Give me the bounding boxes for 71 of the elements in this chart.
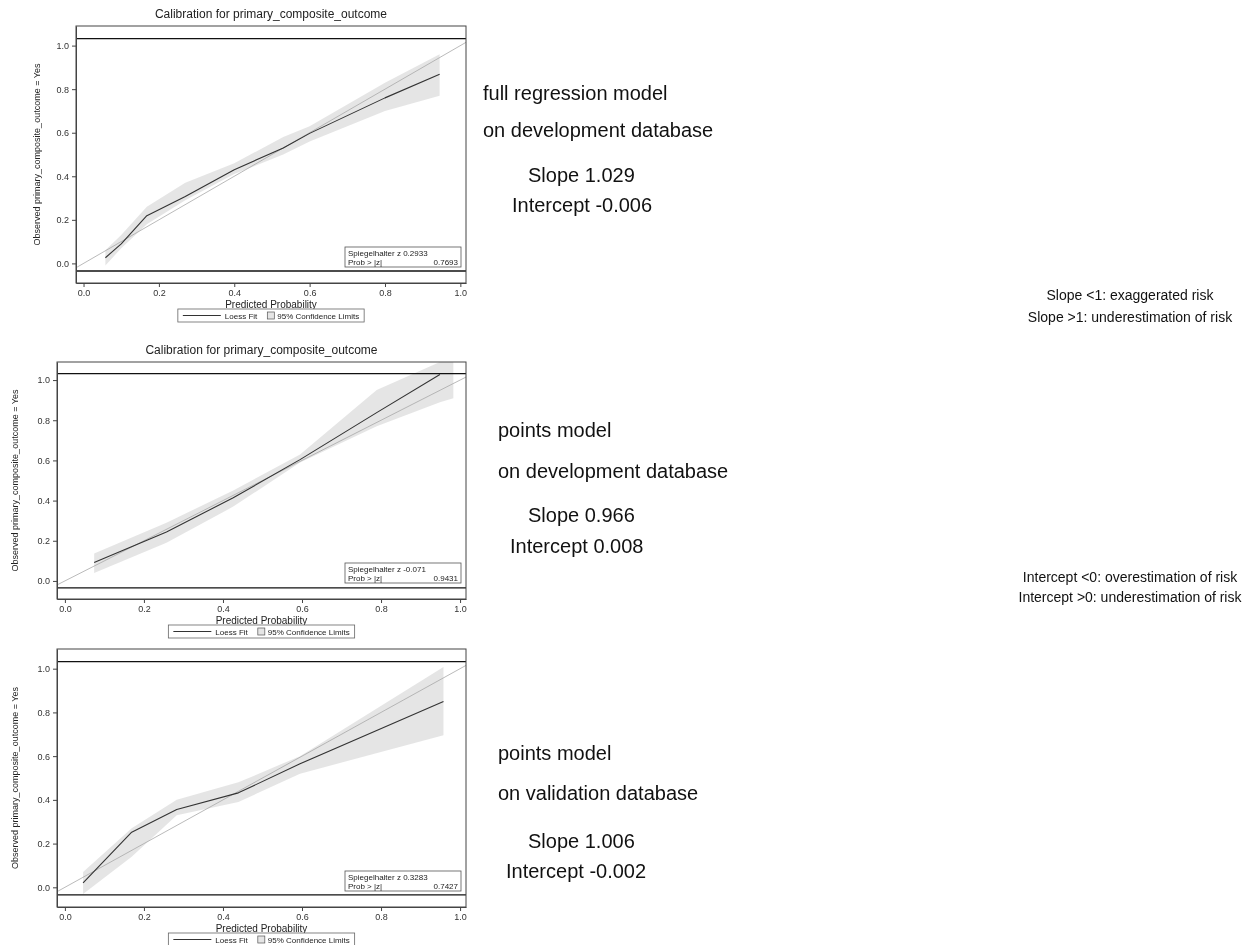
- x-tick-label: 0.6: [303, 288, 317, 299]
- text: full regression model: [483, 82, 668, 104]
- annotation: Spiegelhalter z 0.2933: [348, 249, 429, 258]
- x-tick-label: 0.8: [379, 288, 392, 299]
- text: points model: [498, 419, 612, 441]
- text: Intercept -0.002: [506, 860, 647, 882]
- x-tick-label: 0.4: [217, 912, 230, 923]
- y-tick-label: 0.6: [37, 751, 50, 762]
- x-tick-label: 0.4: [228, 288, 242, 299]
- x-tick-label: 0.8: [375, 604, 388, 615]
- y-axis-title: Observed primary_composite_outcome = Yes: [10, 686, 20, 869]
- text: on development database: [483, 119, 714, 141]
- text: 95% Confidence Limits: [267, 936, 350, 945]
- y-tick-label: 0.0: [56, 258, 69, 269]
- x-tick-label: 0.0: [77, 288, 91, 299]
- text: Slope <1: exaggerated risk: [1046, 287, 1215, 303]
- x-tick-label: 0.6: [296, 912, 309, 923]
- x-tick-label: 0.2: [138, 912, 151, 923]
- y-tick-label: 0.4: [37, 495, 50, 506]
- annotation: Spiegelhalter z -0.071: [348, 565, 427, 574]
- text: Intercept >0: underestimation of risk: [1018, 589, 1243, 605]
- x-axis-title: Predicted Probability: [215, 923, 308, 934]
- text: 95% Confidence Limits: [267, 628, 350, 637]
- y-tick-label: 0.8: [37, 415, 50, 426]
- x-axis-title: Predicted Probability: [225, 299, 317, 310]
- text: Slope >1: underestimation of risk: [1027, 309, 1234, 325]
- y-tick-label: 0.6: [56, 128, 69, 139]
- x-tick-label: 0.6: [296, 604, 309, 615]
- y-tick-label: 0.4: [37, 795, 50, 806]
- y-axis-title: Observed primary_composite_outcome = Yes: [10, 389, 20, 572]
- y-tick-label: 1.0: [37, 375, 50, 386]
- y-tick-label: 0.8: [56, 84, 69, 95]
- y-tick-label: 1.0: [37, 664, 50, 675]
- text: Slope 1.029: [528, 164, 635, 186]
- text: Intercept 0.008: [510, 535, 644, 557]
- x-tick-label: 1.0: [454, 912, 467, 923]
- text: Slope 1.006: [528, 830, 635, 852]
- text: points model: [498, 742, 612, 764]
- line-series: [82, 700, 445, 884]
- y-tick-label: 0.0: [37, 882, 50, 893]
- text: Prob > |z| 0.7427: [348, 882, 458, 891]
- text: on development database: [498, 460, 729, 482]
- annotation: Spiegelhalter z 0.3283: [348, 873, 429, 882]
- x-tick-label: 0.2: [153, 288, 166, 299]
- x-tick-label: 0.4: [217, 604, 230, 615]
- legend-label: Loess Fit: [224, 312, 259, 321]
- text: Prob > |z| 0.9431: [348, 574, 458, 583]
- y-tick-label: 1.0: [56, 40, 69, 51]
- y-tick-label: 0.6: [37, 455, 50, 466]
- text: Intercept <0: overestimation of risk: [1022, 569, 1239, 585]
- x-tick-label: 1.0: [454, 604, 467, 615]
- y-tick-label: 0.8: [37, 707, 50, 718]
- y-tick-label: 0.2: [37, 536, 50, 547]
- x-tick-label: 1.0: [454, 288, 468, 299]
- chart-title: Calibration for primary_composite_outcome: [154, 7, 388, 21]
- text: Intercept -0.006: [512, 194, 653, 216]
- text: Prob > |z| 0.7693: [348, 258, 458, 267]
- y-axis-title: Observed primary_composite_outcome = Yes: [32, 63, 42, 246]
- y-tick-label: 0.4: [56, 171, 69, 182]
- x-tick-label: 0.8: [375, 912, 388, 923]
- y-tick-label: 0.2: [37, 838, 50, 849]
- x-axis-title: Predicted Probability: [215, 615, 308, 626]
- text: 95% Confidence Limits: [277, 312, 360, 321]
- chart-title: Calibration for primary_composite_outcome: [145, 343, 378, 357]
- legend-label: Loess Fit: [215, 628, 249, 637]
- x-tick-label: 0.2: [138, 604, 151, 615]
- y-tick-label: 0.2: [56, 215, 69, 226]
- legend-label: Loess Fit: [215, 936, 249, 945]
- text: Slope 0.966: [528, 504, 635, 526]
- y-tick-label: 0.0: [37, 576, 50, 587]
- text: on validation database: [498, 782, 699, 804]
